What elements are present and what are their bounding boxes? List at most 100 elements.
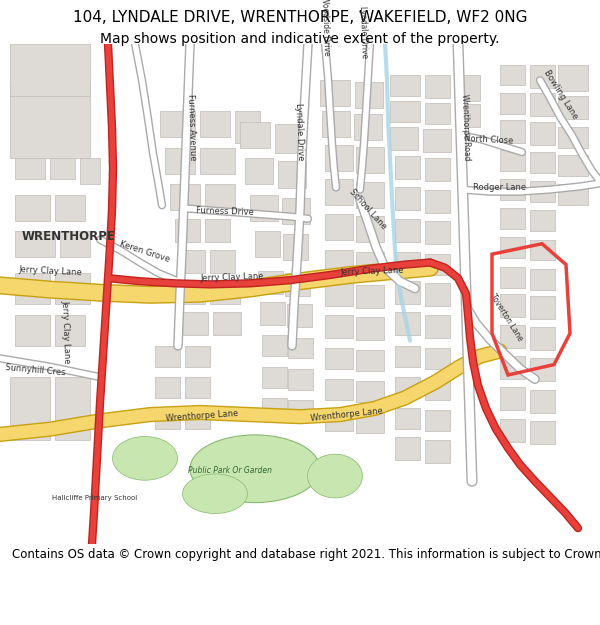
Text: Jerry Clay Lane: Jerry Clay Lane: [18, 264, 82, 277]
Bar: [60, 231, 90, 258]
Bar: [185, 408, 210, 429]
Text: Lyndale Drive: Lyndale Drive: [294, 102, 305, 161]
Bar: [240, 122, 270, 148]
Text: Toverton Lane: Toverton Lane: [488, 292, 524, 342]
Bar: [15, 158, 45, 179]
Bar: [558, 96, 588, 119]
Bar: [425, 103, 450, 124]
Bar: [425, 348, 450, 369]
Text: Jerry Clay Lane: Jerry Clay Lane: [60, 299, 71, 364]
Bar: [10, 44, 90, 96]
Bar: [395, 281, 420, 304]
Bar: [325, 314, 353, 338]
Bar: [500, 388, 525, 411]
Bar: [170, 184, 200, 211]
Bar: [325, 145, 353, 171]
Bar: [395, 377, 420, 398]
Bar: [356, 350, 384, 371]
Bar: [425, 158, 450, 181]
Bar: [395, 219, 420, 242]
Bar: [530, 92, 555, 116]
Bar: [425, 379, 450, 400]
Bar: [320, 80, 350, 106]
Bar: [356, 216, 384, 242]
Bar: [356, 317, 384, 339]
Bar: [210, 281, 240, 304]
Text: Lyndale Drive: Lyndale Drive: [358, 6, 369, 58]
Bar: [200, 111, 230, 138]
Bar: [288, 400, 313, 421]
Bar: [245, 158, 273, 184]
Text: 104, LYNDALE DRIVE, WRENTHORPE, WAKEFIELD, WF2 0NG: 104, LYNDALE DRIVE, WRENTHORPE, WAKEFIEL…: [73, 9, 527, 24]
Bar: [395, 252, 420, 273]
Bar: [530, 296, 555, 319]
Bar: [175, 281, 205, 304]
Bar: [356, 381, 384, 402]
Text: Map shows position and indicative extent of the property.: Map shows position and indicative extent…: [100, 31, 500, 46]
Bar: [275, 124, 305, 153]
Bar: [55, 195, 85, 221]
Bar: [283, 234, 308, 261]
Bar: [185, 346, 210, 367]
Text: Furness Avenue: Furness Avenue: [186, 93, 197, 161]
Bar: [530, 181, 555, 202]
Text: Wrenthorpe Lane: Wrenthorpe Lane: [310, 406, 383, 423]
Bar: [425, 411, 450, 431]
Ellipse shape: [308, 454, 362, 498]
Bar: [55, 273, 90, 304]
Bar: [15, 231, 55, 258]
Bar: [530, 211, 555, 231]
Bar: [325, 179, 353, 205]
Bar: [395, 408, 420, 429]
Bar: [390, 101, 420, 122]
Bar: [322, 111, 350, 138]
Text: Wrenthorpe Road: Wrenthorpe Road: [460, 93, 472, 161]
Text: Woodside Drive: Woodside Drive: [320, 0, 331, 56]
Bar: [255, 231, 280, 258]
Text: North Close: North Close: [464, 134, 514, 146]
Bar: [250, 195, 278, 221]
Bar: [180, 312, 208, 336]
Bar: [500, 325, 525, 348]
Bar: [500, 419, 525, 442]
Bar: [356, 412, 384, 433]
Bar: [425, 439, 450, 462]
Bar: [288, 369, 313, 389]
Bar: [425, 283, 450, 306]
Text: Contains OS data © Crown copyright and database right 2021. This information is : Contains OS data © Crown copyright and d…: [12, 548, 600, 561]
Bar: [425, 189, 450, 213]
Bar: [325, 379, 353, 400]
Bar: [15, 314, 50, 346]
Bar: [500, 120, 525, 142]
Bar: [500, 179, 525, 200]
Bar: [530, 269, 555, 289]
Text: Jerry Clay Lane: Jerry Clay Lane: [340, 266, 404, 277]
Bar: [530, 239, 555, 261]
Bar: [205, 219, 230, 242]
Bar: [530, 152, 555, 173]
Bar: [530, 122, 555, 145]
Bar: [500, 150, 525, 171]
Bar: [262, 336, 287, 356]
Bar: [423, 129, 451, 152]
Bar: [10, 377, 50, 439]
Text: Keren Grove: Keren Grove: [118, 240, 170, 264]
Bar: [55, 314, 85, 346]
Bar: [235, 111, 260, 142]
Bar: [530, 327, 555, 350]
Bar: [155, 377, 180, 398]
Bar: [558, 127, 588, 148]
Ellipse shape: [182, 474, 248, 514]
Bar: [558, 64, 588, 91]
Bar: [15, 273, 50, 304]
Bar: [356, 147, 384, 173]
Bar: [425, 314, 450, 338]
Bar: [55, 377, 90, 439]
Bar: [180, 250, 205, 273]
Bar: [10, 86, 90, 158]
Bar: [200, 148, 235, 174]
Bar: [558, 155, 588, 176]
Bar: [395, 188, 420, 211]
Bar: [395, 312, 420, 336]
Bar: [455, 75, 480, 101]
